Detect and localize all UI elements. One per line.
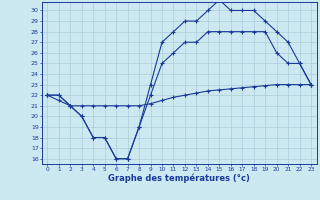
X-axis label: Graphe des températures (°c): Graphe des températures (°c) <box>108 173 250 183</box>
